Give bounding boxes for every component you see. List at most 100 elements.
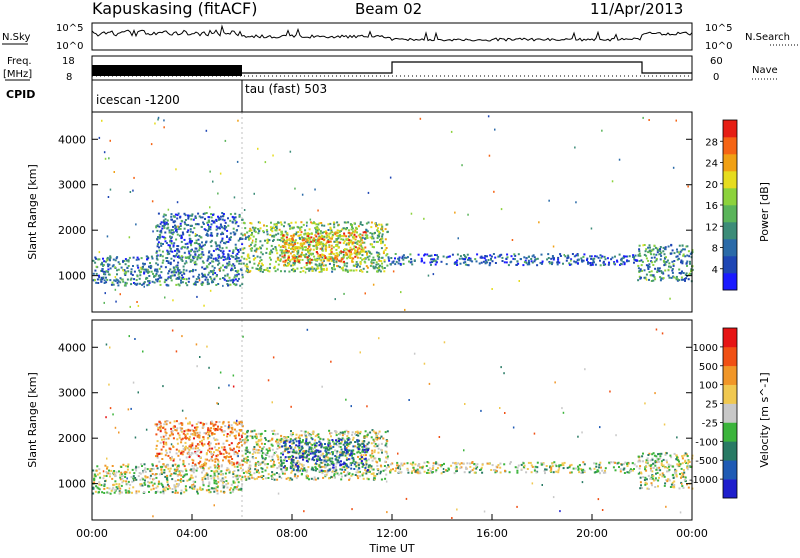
- range-gate-cell: [212, 261, 214, 263]
- range-gate-cell: [289, 238, 291, 240]
- range-gate-cell: [528, 260, 530, 262]
- range-gate-cell: [312, 431, 314, 433]
- range-gate-cell: [344, 475, 346, 477]
- range-gate-cell: [127, 267, 129, 269]
- range-gate-cell: [286, 236, 288, 238]
- range-gate-cell: [134, 271, 136, 273]
- range-gate-cell: [125, 489, 127, 491]
- range-gate-cell: [383, 470, 385, 472]
- range-gate-cell: [276, 229, 278, 231]
- scatter-cell: [168, 209, 170, 211]
- range-gate-cell: [277, 443, 279, 445]
- range-gate-cell: [273, 461, 275, 463]
- range-gate-cell: [359, 236, 361, 238]
- cpid-label: CPID: [6, 88, 35, 101]
- range-gate-cell: [303, 464, 305, 466]
- range-gate-cell: [192, 462, 194, 464]
- range-gate-cell: [557, 263, 559, 265]
- range-gate-cell: [156, 271, 158, 273]
- range-gate-cell: [127, 466, 129, 468]
- range-gate-cell: [411, 470, 413, 472]
- range-gate-cell: [311, 478, 313, 480]
- range-gate-cell: [247, 236, 249, 238]
- range-gate-cell: [601, 470, 603, 472]
- range-gate-cell: [346, 457, 348, 459]
- range-gate-cell: [170, 459, 172, 461]
- range-gate-cell: [94, 279, 96, 281]
- range-gate-cell: [214, 446, 216, 448]
- range-gate-cell: [657, 251, 659, 253]
- range-gate-cell: [111, 478, 113, 480]
- range-gate-cell: [239, 440, 241, 442]
- range-gate-cell: [179, 459, 181, 461]
- range-gate-cell: [178, 272, 180, 274]
- range-gate-cell: [241, 274, 243, 276]
- range-gate-cell: [351, 450, 353, 452]
- range-gate-cell: [309, 446, 311, 448]
- range-gate-cell: [274, 464, 276, 466]
- range-gate-cell: [333, 222, 335, 224]
- range-gate-cell: [358, 443, 360, 445]
- range-gate-cell: [114, 492, 116, 494]
- range-gate-cell: [271, 230, 273, 232]
- range-gate-cell: [288, 247, 290, 249]
- range-gate-cell: [541, 254, 543, 256]
- range-gate-cell: [314, 453, 316, 455]
- range-gate-cell: [200, 237, 202, 239]
- range-gate-cell: [473, 468, 475, 470]
- range-gate-cell: [476, 253, 478, 255]
- range-gate-cell: [244, 227, 246, 229]
- range-gate-cell: [210, 451, 212, 453]
- range-gate-cell: [119, 477, 121, 479]
- range-gate-cell: [229, 284, 231, 286]
- range-gate-cell: [237, 225, 239, 227]
- range-gate-cell: [227, 433, 229, 435]
- range-gate-cell: [150, 489, 152, 491]
- range-gate-cell: [368, 465, 370, 467]
- range-gate-cell: [386, 224, 388, 226]
- range-gate-cell: [214, 272, 216, 274]
- range-gate-cell: [202, 477, 204, 479]
- range-gate-cell: [307, 454, 309, 456]
- range-gate-cell: [329, 227, 331, 229]
- range-gate-cell: [336, 221, 338, 223]
- range-gate-cell: [336, 452, 338, 454]
- range-gate-cell: [215, 424, 217, 426]
- range-gate-cell: [308, 244, 310, 246]
- range-gate-cell: [671, 261, 673, 263]
- range-gate-cell: [114, 480, 116, 482]
- range-gate-cell: [139, 283, 141, 285]
- range-gate-cell: [151, 470, 153, 472]
- range-gate-cell: [360, 257, 362, 259]
- range-gate-cell: [308, 237, 310, 239]
- range-gate-cell: [234, 234, 236, 236]
- range-gate-cell: [334, 473, 336, 475]
- range-gate-cell: [274, 473, 276, 475]
- range-gate-cell: [282, 245, 284, 247]
- range-gate-cell: [104, 465, 106, 467]
- range-gate-cell: [382, 438, 384, 440]
- range-gate-cell: [213, 471, 215, 473]
- range-gate-cell: [315, 479, 317, 481]
- range-gate-cell: [232, 221, 234, 223]
- range-gate-cell: [371, 442, 373, 444]
- range-gate-cell: [246, 431, 248, 433]
- range-gate-cell: [176, 427, 178, 429]
- range-gate-cell: [514, 255, 516, 257]
- range-gate-cell: [224, 219, 226, 221]
- range-gate-cell: [172, 446, 174, 448]
- range-gate-cell: [357, 456, 359, 458]
- range-gate-cell: [457, 254, 459, 256]
- range-gate-cell: [233, 448, 235, 450]
- scatter-cell: [491, 288, 493, 290]
- range-gate-cell: [239, 238, 241, 240]
- range-gate-cell: [169, 448, 171, 450]
- range-gate-cell: [351, 434, 353, 436]
- range-gate-cell: [286, 460, 288, 462]
- range-gate-cell: [344, 431, 346, 433]
- range-gate-cell: [174, 425, 176, 427]
- range-gate-cell: [113, 484, 115, 486]
- range-gate-cell: [112, 465, 114, 467]
- range-gate-cell: [292, 440, 294, 442]
- range-gate-cell: [183, 462, 185, 464]
